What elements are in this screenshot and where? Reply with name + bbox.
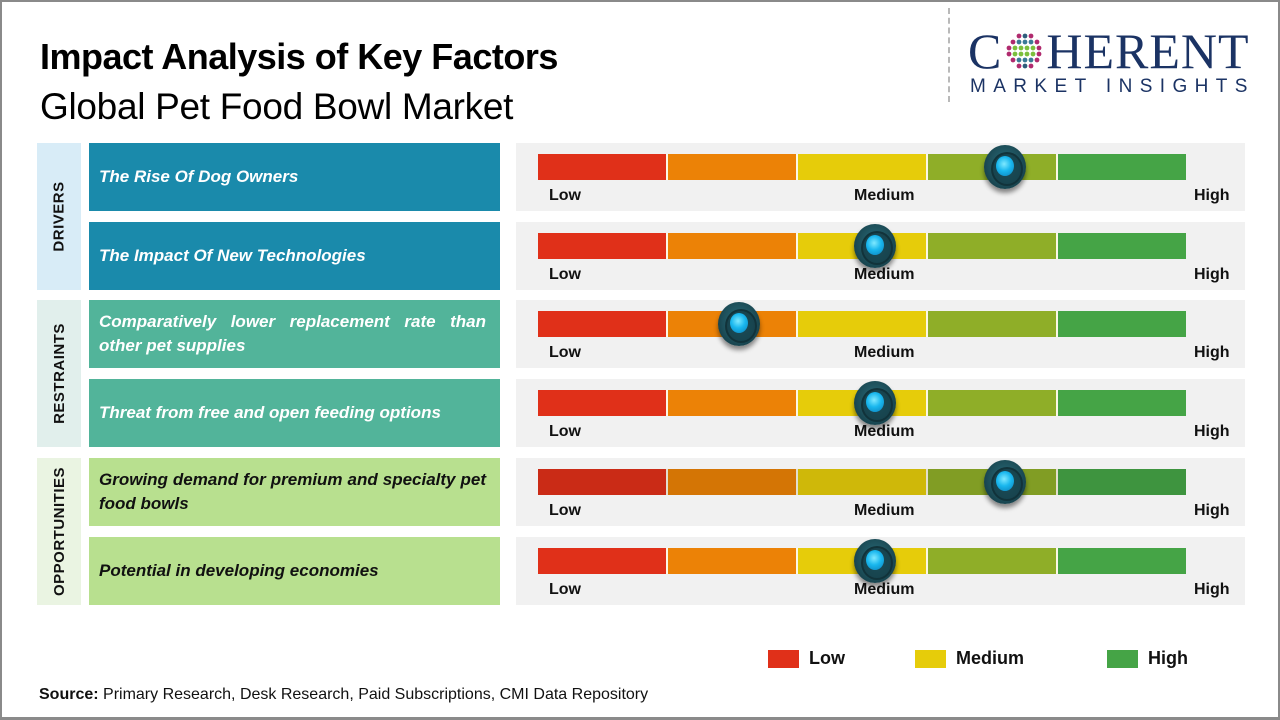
source-prefix: Source: xyxy=(39,686,99,703)
category-opportunities: OPPORTUNITIES xyxy=(37,458,81,605)
page-title: Impact Analysis of Key Factors xyxy=(40,36,558,77)
gauge-label-high: High xyxy=(1194,423,1230,440)
gauge-label-high: High xyxy=(1194,502,1230,519)
gauge-segment xyxy=(538,548,668,574)
gauge-scale-bar xyxy=(538,311,1186,337)
impact-gauge: Low Medium High xyxy=(516,537,1245,605)
legend-item-high: High xyxy=(1107,648,1188,669)
impact-gauge: Low Medium High xyxy=(516,379,1245,447)
gauge-segment xyxy=(1058,311,1186,337)
factor-label: Potential in developing economies xyxy=(99,561,379,580)
gauge-label-low: Low xyxy=(549,423,581,440)
gauge-label-medium: Medium xyxy=(854,423,915,440)
gauge-segment xyxy=(538,390,668,416)
gauge-label-low: Low xyxy=(549,266,581,283)
legend-swatch xyxy=(1107,649,1138,668)
gauge-scale-bar xyxy=(538,469,1186,495)
factor-box: Growing demand for premium and specialty… xyxy=(89,458,500,526)
gauge-indicator-knob xyxy=(853,224,896,268)
gauge-segment xyxy=(668,469,798,495)
impact-gauge: Low Medium High xyxy=(516,222,1245,290)
gauge-segment xyxy=(538,311,668,337)
category-restraints: RESTRAINTS xyxy=(37,300,81,447)
gauge-label-high: High xyxy=(1194,266,1230,283)
legend-item-medium: Medium xyxy=(915,648,1024,669)
logo-tagline: MARKET INSIGHTS xyxy=(970,76,1255,97)
factor-label: The Rise Of Dog Owners xyxy=(99,167,299,186)
gauge-segment xyxy=(1058,469,1186,495)
legend-swatch xyxy=(768,649,799,668)
gauge-segment xyxy=(1058,390,1186,416)
impact-gauge: Low Medium High xyxy=(516,300,1245,368)
gauge-segment xyxy=(668,548,798,574)
gauge-scale-bar xyxy=(538,390,1186,416)
gauge-scale-bar xyxy=(538,548,1186,574)
logo-wordmark: HERENT xyxy=(1046,23,1250,79)
globe-dots-icon xyxy=(1006,33,1042,69)
gauge-segment xyxy=(538,469,668,495)
gauge-segment xyxy=(668,154,798,180)
category-label: RESTRAINTS xyxy=(50,323,68,424)
gauge-label-medium: Medium xyxy=(854,581,915,598)
category-drivers: DRIVERS xyxy=(37,143,81,290)
factor-label: The Impact Of New Technologies xyxy=(99,246,366,265)
factor-box: Threat from free and open feeding option… xyxy=(89,379,500,447)
gauge-label-medium: Medium xyxy=(854,344,915,361)
legend-label: Low xyxy=(809,648,845,668)
legend-label: High xyxy=(1148,648,1188,668)
factor-box: The Impact Of New Technologies xyxy=(89,222,500,290)
logo-letter-c: C xyxy=(968,23,1003,79)
legend-label: Medium xyxy=(956,648,1025,668)
gauge-label-low: Low xyxy=(549,344,581,361)
gauge-label-high: High xyxy=(1194,581,1230,598)
category-label: OPPORTUNITIES xyxy=(50,466,68,597)
gauge-indicator-knob xyxy=(983,145,1026,189)
company-logo: C HERENT MARKET INSIGHTS xyxy=(968,23,1262,98)
gauge-segment xyxy=(928,390,1058,416)
gauge-segment xyxy=(928,548,1058,574)
gauge-label-low: Low xyxy=(549,502,581,519)
gauge-indicator-knob xyxy=(853,381,896,425)
factor-box: Comparatively lower replacement rate tha… xyxy=(89,300,500,368)
gauge-indicator-knob xyxy=(853,539,896,583)
gauge-label-high: High xyxy=(1194,344,1230,361)
gauge-segment xyxy=(1058,233,1186,259)
factor-label: Threat from free and open feeding option… xyxy=(99,403,441,422)
gauge-label-medium: Medium xyxy=(854,502,915,519)
gauge-label-high: High xyxy=(1194,187,1230,204)
legend-item-low: Low xyxy=(768,648,845,669)
gauge-segment xyxy=(1058,548,1186,574)
gauge-segment xyxy=(798,154,928,180)
gauge-segment xyxy=(538,154,668,180)
gauge-scale-bar xyxy=(538,154,1186,180)
gauge-label-medium: Medium xyxy=(854,187,915,204)
impact-gauge: Low Medium High xyxy=(516,143,1245,211)
source-note: Source: Primary Research, Desk Research,… xyxy=(39,686,648,704)
factor-box: The Rise Of Dog Owners xyxy=(89,143,500,211)
source-text: Primary Research, Desk Research, Paid Su… xyxy=(98,686,649,703)
gauge-segment xyxy=(1058,154,1186,180)
gauge-segment xyxy=(928,311,1058,337)
gauge-segment xyxy=(668,233,798,259)
gauge-label-medium: Medium xyxy=(854,266,915,283)
impact-gauge: Low Medium High xyxy=(516,458,1245,526)
gauge-segment xyxy=(798,311,928,337)
gauge-segment xyxy=(798,469,928,495)
factor-label: Growing demand for premium and specialty… xyxy=(99,470,486,513)
gauge-label-low: Low xyxy=(549,187,581,204)
category-label: DRIVERS xyxy=(50,181,68,252)
factor-box: Potential in developing economies xyxy=(89,537,500,605)
factor-label: Comparatively lower replacement rate tha… xyxy=(99,312,486,355)
gauge-indicator-knob xyxy=(717,302,760,346)
gauge-label-low: Low xyxy=(549,581,581,598)
gauge-segment xyxy=(538,233,668,259)
gauge-segment xyxy=(928,233,1058,259)
gauge-indicator-knob xyxy=(983,460,1026,504)
legend-swatch xyxy=(915,649,946,668)
gauge-segment xyxy=(668,390,798,416)
page-subtitle: Global Pet Food Bowl Market xyxy=(40,86,514,127)
logo-divider xyxy=(948,8,950,102)
